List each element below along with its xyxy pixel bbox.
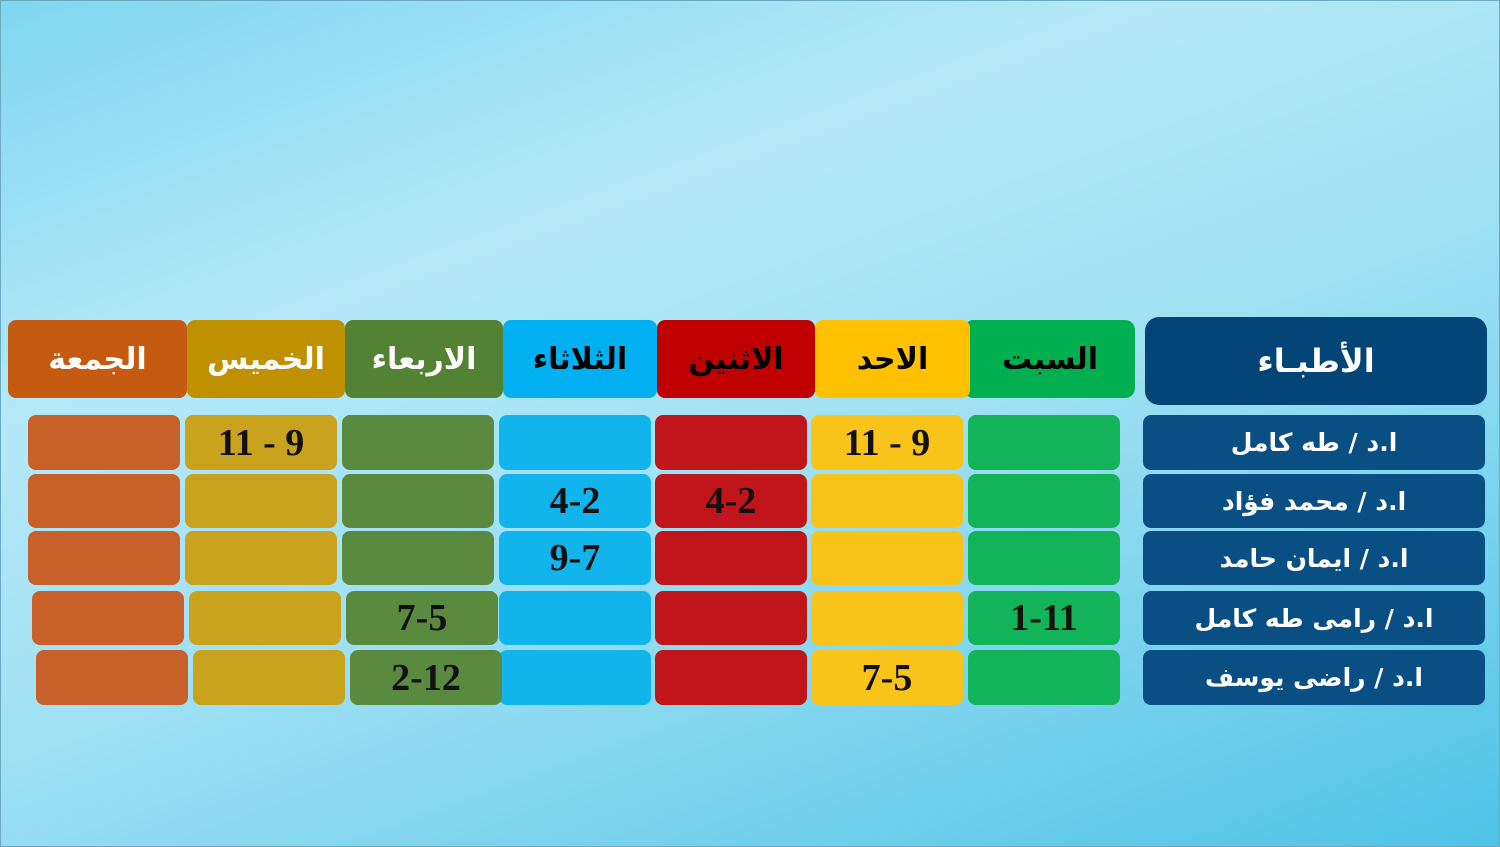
schedule-cell <box>499 591 651 645</box>
schedule-cell <box>36 650 188 705</box>
schedule-cell <box>655 415 807 470</box>
day-header: الخميس <box>187 320 345 398</box>
schedule-cell <box>185 531 337 585</box>
schedule-cell <box>655 591 807 645</box>
schedule-cell <box>342 474 494 528</box>
day-header: الاثنين <box>657 320 815 398</box>
schedule-cell <box>968 474 1120 528</box>
schedule-cell: 11 - 9 <box>185 415 337 470</box>
schedule-cell: 11 - 9 <box>811 415 963 470</box>
schedule-cell: 9-7 <box>499 531 651 585</box>
schedule-cell: 7-5 <box>346 591 498 645</box>
day-header: الاربعاء <box>345 320 503 398</box>
schedule-cell <box>968 531 1120 585</box>
schedule-cell <box>342 531 494 585</box>
schedule-cell <box>189 591 341 645</box>
doctor-name: ا.د / طه كامل <box>1143 415 1485 470</box>
schedule-cell <box>968 650 1120 705</box>
schedule-cell <box>655 650 807 705</box>
schedule-cell: 7-5 <box>811 650 963 705</box>
schedule-cell <box>499 650 651 705</box>
schedule-cell <box>28 474 180 528</box>
schedule-cell <box>811 531 963 585</box>
day-header: الثلاثاء <box>503 320 657 398</box>
schedule-cell: 4-2 <box>499 474 651 528</box>
schedule-cell <box>499 415 651 470</box>
schedule-cell <box>185 474 337 528</box>
doctor-name: ا.د / ايمان حامد <box>1143 531 1485 585</box>
schedule-cell <box>28 531 180 585</box>
schedule-cell <box>655 531 807 585</box>
schedule-cell: 4-2 <box>655 474 807 528</box>
schedule-cell: 1-11 <box>968 591 1120 645</box>
schedule-cell <box>811 474 963 528</box>
doctor-name: ا.د / محمد فؤاد <box>1143 474 1485 528</box>
doctors-header: الأطبـاء <box>1145 317 1487 405</box>
schedule-cell: 2-12 <box>350 650 502 705</box>
day-header: السبت <box>965 320 1135 398</box>
day-header: الاحد <box>815 320 970 398</box>
doctor-name: ا.د / رامى طه كامل <box>1143 591 1485 645</box>
schedule-cell <box>193 650 345 705</box>
schedule-cell <box>28 415 180 470</box>
schedule-cell <box>32 591 184 645</box>
day-header: الجمعة <box>8 320 187 398</box>
schedule-cell <box>968 415 1120 470</box>
doctor-name: ا.د / راضى يوسف <box>1143 650 1485 705</box>
schedule-cell <box>811 591 963 645</box>
schedule-cell <box>342 415 494 470</box>
